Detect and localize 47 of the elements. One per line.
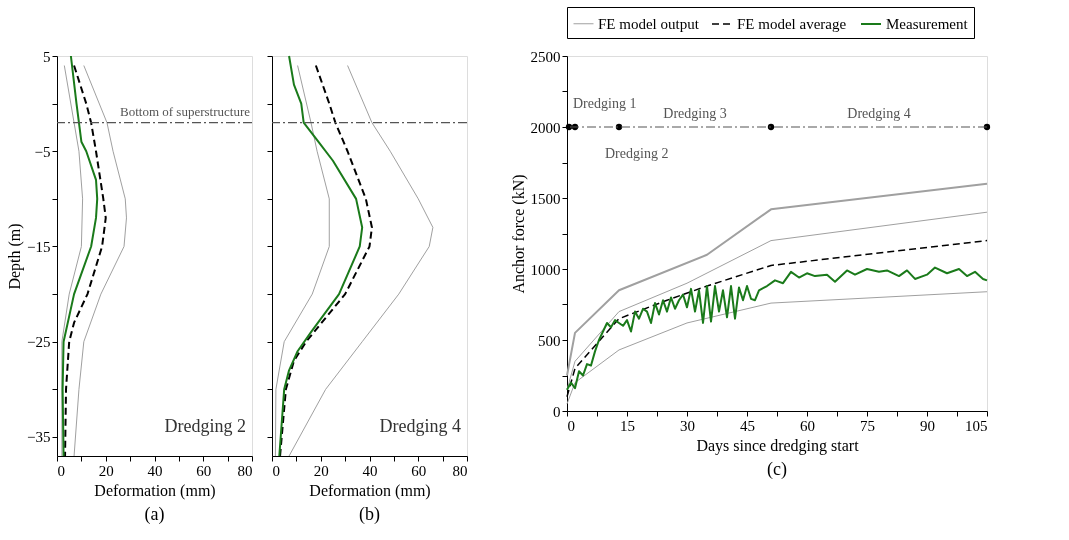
- x-tick-label: 20: [98, 462, 114, 479]
- x-tick-label: 0: [567, 417, 575, 434]
- y-tick-label: −5: [34, 143, 51, 160]
- legend-label: Measurement: [886, 16, 969, 32]
- y-tick-label: 5: [43, 48, 51, 65]
- x-tick-label: 15: [620, 417, 635, 434]
- text: (b): [359, 504, 380, 525]
- x-tick-label: 105: [965, 417, 988, 434]
- x-tick-label: 45: [740, 417, 755, 434]
- annotation: Dredging 4: [847, 106, 911, 121]
- x-tick-label: 40: [362, 462, 378, 479]
- x-tick-label: 80: [237, 462, 253, 479]
- x-tick-label: 0: [57, 462, 65, 479]
- y-tick-label: 2500: [530, 48, 561, 65]
- annotation: Dredging 2: [605, 146, 669, 161]
- x-tick-label: 60: [800, 417, 815, 434]
- annotation: Dredging 1: [573, 96, 637, 111]
- x-axis-title: Deformation (mm): [309, 481, 431, 500]
- y-tick-label: 1500: [530, 190, 561, 207]
- x-tick-label: 80: [452, 462, 468, 479]
- text: (a): [144, 504, 165, 525]
- y-tick-label: 0: [553, 403, 561, 420]
- y-axis-title: Anchor force (kN): [509, 174, 528, 294]
- x-axis-title: Days since dredging start: [696, 436, 860, 455]
- y-axis-title: Depth (m): [6, 223, 25, 290]
- x-tick-label: 40: [147, 462, 163, 479]
- x-tick-label: 60: [196, 462, 212, 479]
- y-tick-label: 2000: [530, 119, 561, 136]
- y-tick-label: 1000: [530, 261, 561, 278]
- annotation: Dredging 2: [164, 416, 246, 436]
- annotation: Dredging 4: [379, 416, 461, 436]
- annotation: Dredging 3: [663, 106, 727, 121]
- x-tick-label: 60: [411, 462, 427, 479]
- x-tick-label: 90: [920, 417, 935, 434]
- y-tick-label: 500: [538, 332, 561, 349]
- text: (c): [767, 459, 787, 480]
- y-tick-label: −25: [27, 334, 51, 351]
- legend-label: FE model average: [737, 16, 847, 32]
- legend-label: FE model output: [598, 15, 700, 32]
- x-tick-label: 20: [313, 462, 329, 479]
- y-tick-label: −35: [27, 429, 51, 446]
- ref-line-label: Bottom of superstructure: [120, 103, 251, 119]
- x-tick-label: 0: [272, 462, 280, 479]
- y-tick-label: −15: [27, 238, 51, 255]
- x-axis-title: Deformation (mm): [94, 481, 216, 500]
- x-tick-label: 75: [860, 417, 875, 434]
- x-tick-label: 30: [680, 417, 695, 434]
